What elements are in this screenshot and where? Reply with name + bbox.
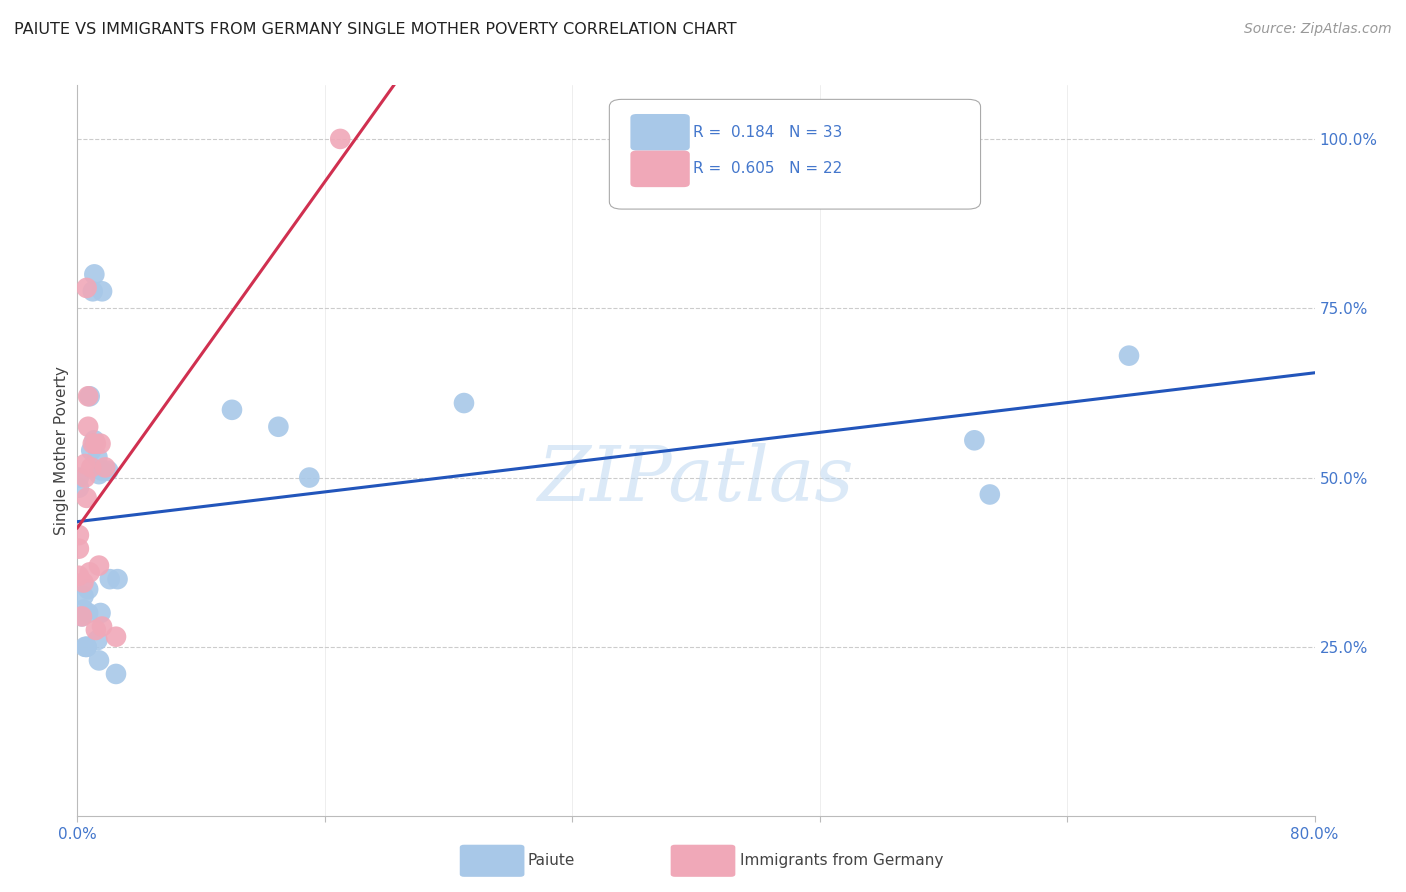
- Point: [267, 419, 290, 434]
- Point: [90, 606, 111, 620]
- Point: [76, 640, 98, 654]
- Point: [67, 528, 90, 542]
- Point: [91, 619, 114, 633]
- Point: [70, 609, 93, 624]
- Point: [94, 460, 117, 475]
- Point: [453, 396, 475, 410]
- Point: [298, 470, 321, 484]
- Point: [105, 630, 127, 644]
- Text: Immigrants from Germany: Immigrants from Germany: [740, 854, 943, 868]
- Point: [87, 653, 110, 667]
- Point: [107, 572, 129, 586]
- Point: [98, 572, 121, 586]
- Point: [80, 443, 103, 458]
- Point: [80, 460, 103, 475]
- Text: Paiute: Paiute: [527, 854, 575, 868]
- Point: [86, 450, 108, 465]
- Point: [72, 575, 94, 590]
- Point: [221, 402, 243, 417]
- Point: [67, 481, 90, 495]
- FancyBboxPatch shape: [630, 114, 690, 151]
- Point: [76, 640, 98, 654]
- Point: [86, 633, 108, 648]
- Point: [77, 419, 100, 434]
- Point: [87, 467, 110, 482]
- Point: [82, 436, 104, 450]
- Y-axis label: Single Mother Poverty: Single Mother Poverty: [53, 366, 69, 535]
- Point: [963, 434, 986, 448]
- Point: [76, 491, 98, 505]
- Point: [87, 558, 110, 573]
- Point: [75, 457, 96, 471]
- Point: [83, 434, 105, 448]
- Point: [979, 487, 1001, 501]
- FancyBboxPatch shape: [630, 151, 690, 187]
- Point: [77, 389, 100, 403]
- Text: PAIUTE VS IMMIGRANTS FROM GERMANY SINGLE MOTHER POVERTY CORRELATION CHART: PAIUTE VS IMMIGRANTS FROM GERMANY SINGLE…: [14, 22, 737, 37]
- Point: [67, 541, 90, 556]
- Point: [77, 582, 100, 597]
- Point: [79, 389, 101, 403]
- Text: R =  0.605   N = 22: R = 0.605 N = 22: [693, 161, 842, 177]
- Point: [329, 132, 352, 146]
- Point: [67, 568, 90, 582]
- Point: [82, 285, 104, 299]
- Point: [84, 623, 107, 637]
- Point: [105, 667, 127, 681]
- Point: [91, 464, 114, 478]
- Text: ZIPatlas: ZIPatlas: [537, 442, 855, 516]
- Point: [79, 566, 101, 580]
- Point: [1118, 349, 1140, 363]
- Point: [90, 436, 111, 450]
- Point: [84, 436, 107, 450]
- Text: R =  0.184   N = 33: R = 0.184 N = 33: [693, 125, 842, 140]
- Point: [76, 281, 98, 295]
- Point: [75, 470, 96, 484]
- Point: [72, 602, 94, 616]
- Point: [97, 464, 120, 478]
- Point: [83, 268, 105, 282]
- Text: Source: ZipAtlas.com: Source: ZipAtlas.com: [1244, 22, 1392, 37]
- Point: [70, 609, 93, 624]
- Point: [67, 470, 90, 484]
- Point: [91, 285, 114, 299]
- Point: [72, 589, 94, 603]
- FancyBboxPatch shape: [609, 99, 980, 209]
- Point: [75, 640, 96, 654]
- Point: [77, 606, 100, 620]
